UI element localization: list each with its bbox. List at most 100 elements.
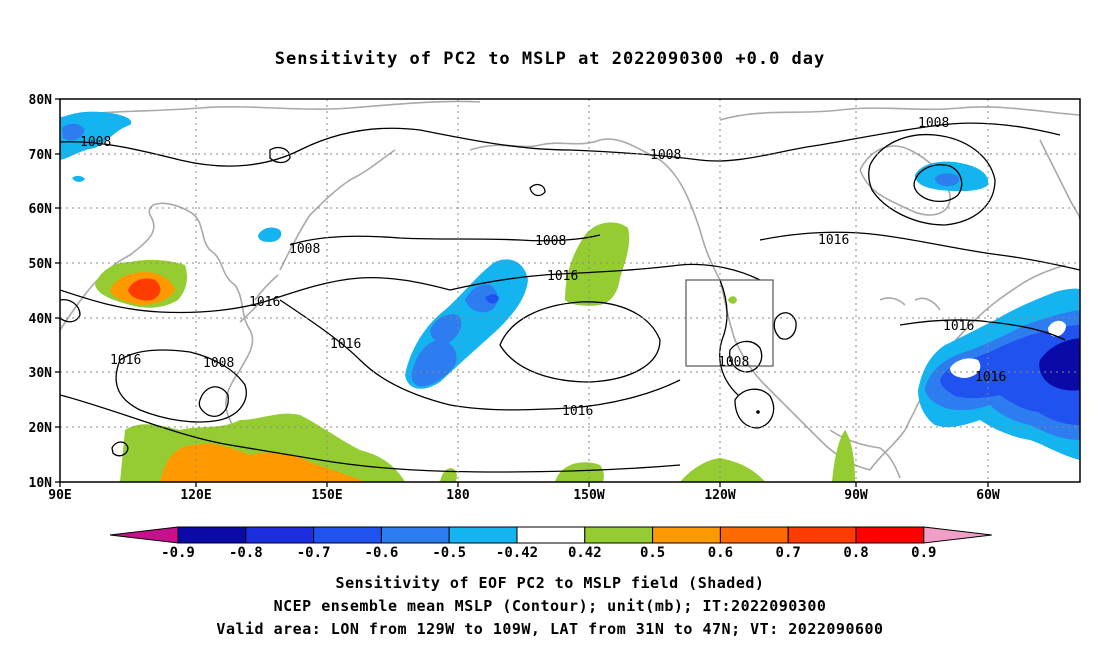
mslp-contours (60, 122, 1080, 473)
contour-1016-small-1 (773, 312, 797, 340)
colorbar-label: -0.7 (297, 545, 331, 561)
shade-green-alaska (565, 222, 630, 306)
colorbar-high-end (923, 526, 992, 544)
latitude-labels: 80N 70N 60N 50N 40N 30N 20N 10N (29, 93, 53, 491)
caption-line-1: Sensitivity of EOF PC2 to MSLP field (Sh… (335, 574, 765, 592)
coastline-japan (239, 274, 279, 323)
lon-tick-label: 60W (976, 488, 1000, 503)
shade-white-atlantic-hole-2 (1048, 320, 1066, 337)
low-center-dot (756, 410, 760, 414)
lat-tick-label: 20N (29, 421, 53, 436)
shade-blue-greenland-inner (935, 173, 960, 187)
contour-1016-small-4 (269, 147, 291, 164)
contour-label: 1016 (975, 370, 1006, 385)
contour-1008-north (60, 122, 1061, 167)
shade-blue-northwest (60, 111, 132, 160)
coastline-siberia-north (60, 100, 481, 119)
colorbar-segment (313, 526, 382, 544)
contour-1008-asia-low (115, 349, 247, 423)
colorbar-label: 0.42 (568, 545, 602, 561)
coastline-great-lakes (879, 297, 941, 311)
colorbar-segment (516, 526, 586, 544)
colorbar-label: -0.8 (229, 545, 263, 561)
contour-1008-bering (289, 234, 601, 246)
shade-red-japan (128, 278, 161, 301)
contour-labels: 1008 1008 1008 1008 1008 1008 1016 1016 … (80, 116, 1006, 419)
contour-1016-atlantic (899, 319, 1066, 341)
contour-label: 1008 (203, 356, 234, 371)
colorbar-low-end (109, 526, 179, 544)
colorbar-segment (448, 526, 518, 544)
contour-1008-socal (729, 340, 763, 373)
coastline-north-america-west (719, 279, 871, 471)
lat-tick-label: 40N (29, 312, 53, 327)
colorbar-segment (855, 526, 925, 544)
colorbar-segment (652, 526, 721, 544)
coastline-arctic-islands (719, 106, 1080, 121)
lon-tick-label: 120W (704, 488, 735, 503)
chart-title: Sensitivity of PC2 to MSLP at 2022090300… (274, 49, 826, 69)
shade-blue-pacific-inner-1 (411, 340, 457, 387)
shade-blue-pacific-inner-3 (465, 284, 498, 313)
colorbar-label: -0.42 (496, 545, 538, 561)
shade-green-small-valid (728, 296, 737, 304)
shade-white-atlantic-hole (950, 358, 981, 378)
shade-blue-pacific-core (485, 294, 499, 304)
colorbar-label: -0.9 (161, 545, 195, 561)
contour-label: 1016 (547, 269, 578, 284)
contour-1008-greenland-low (868, 133, 996, 226)
lon-tick-label: 150E (311, 488, 342, 503)
contour-1016-small-2 (111, 441, 129, 457)
contour-label: 1008 (80, 135, 111, 150)
contour-1008-small-low (198, 386, 229, 417)
shade-blue-atlantic-inner (940, 325, 1080, 425)
colorbar-label: 0.8 (843, 545, 868, 561)
lat-tick-label: 50N (29, 257, 53, 272)
shade-blue-northwest-inner (62, 123, 85, 141)
colorbar-label: -0.5 (432, 545, 466, 561)
contour-label: 1016 (943, 319, 974, 334)
contour-label: 1016 (249, 295, 280, 310)
shade-green-small-2 (555, 462, 604, 482)
colorbar-label: 0.9 (911, 545, 936, 561)
lat-tick-label: 10N (29, 476, 53, 491)
lon-tick-label: 90E (48, 488, 71, 503)
shade-green-small-4 (832, 430, 855, 482)
colorbar-segment (177, 526, 247, 544)
lon-tick-label: 90W (844, 488, 868, 503)
contour-1008-greenland-inner (913, 164, 963, 203)
contour-1016-central (279, 299, 681, 411)
contour-label: 1008 (535, 234, 566, 249)
colorbar-segment (719, 526, 789, 544)
contour-label: 1008 (289, 242, 320, 257)
colorbar-label: 0.7 (776, 545, 801, 561)
contour-label: 1016 (330, 337, 361, 352)
colorbar-segment (787, 526, 857, 544)
contour-label: 1008 (650, 148, 681, 163)
contour-1016-south (60, 394, 681, 473)
colorbar-label: 0.6 (708, 545, 733, 561)
contour-1016-small-3 (60, 299, 81, 323)
contour-1016-high (499, 301, 661, 383)
contour-label: 1016 (562, 404, 593, 419)
caption-line-2: NCEP ensemble mean MSLP (Contour); unit(… (273, 597, 827, 615)
contour-1016-north-pacific (449, 263, 761, 291)
lon-tick-label: 150W (573, 488, 604, 503)
shade-green-small-1 (440, 468, 457, 482)
contour-1016-west-coast (719, 279, 739, 396)
contour-label-valid-box: 1008 (718, 355, 749, 370)
lat-tick-label: 60N (29, 202, 53, 217)
graticule (60, 99, 1080, 482)
tick-marks (55, 98, 989, 487)
colorbar-segment (380, 526, 450, 544)
coastline-kamchatka (279, 149, 396, 271)
shade-blue-atlantic-deep (1039, 338, 1080, 391)
longitude-labels: 90E 120E 150E 180 150W 120W 90W 60W (48, 488, 1000, 503)
lon-tick-label: 120E (180, 488, 211, 503)
coastline-alaska (469, 138, 721, 281)
coastline-greenland (1039, 139, 1080, 221)
shade-blue-pacific-inner-2 (430, 314, 462, 343)
contour-1016-small-5 (529, 183, 546, 197)
contour-label: 1016 (818, 233, 849, 248)
colorbar-segment (584, 526, 654, 544)
